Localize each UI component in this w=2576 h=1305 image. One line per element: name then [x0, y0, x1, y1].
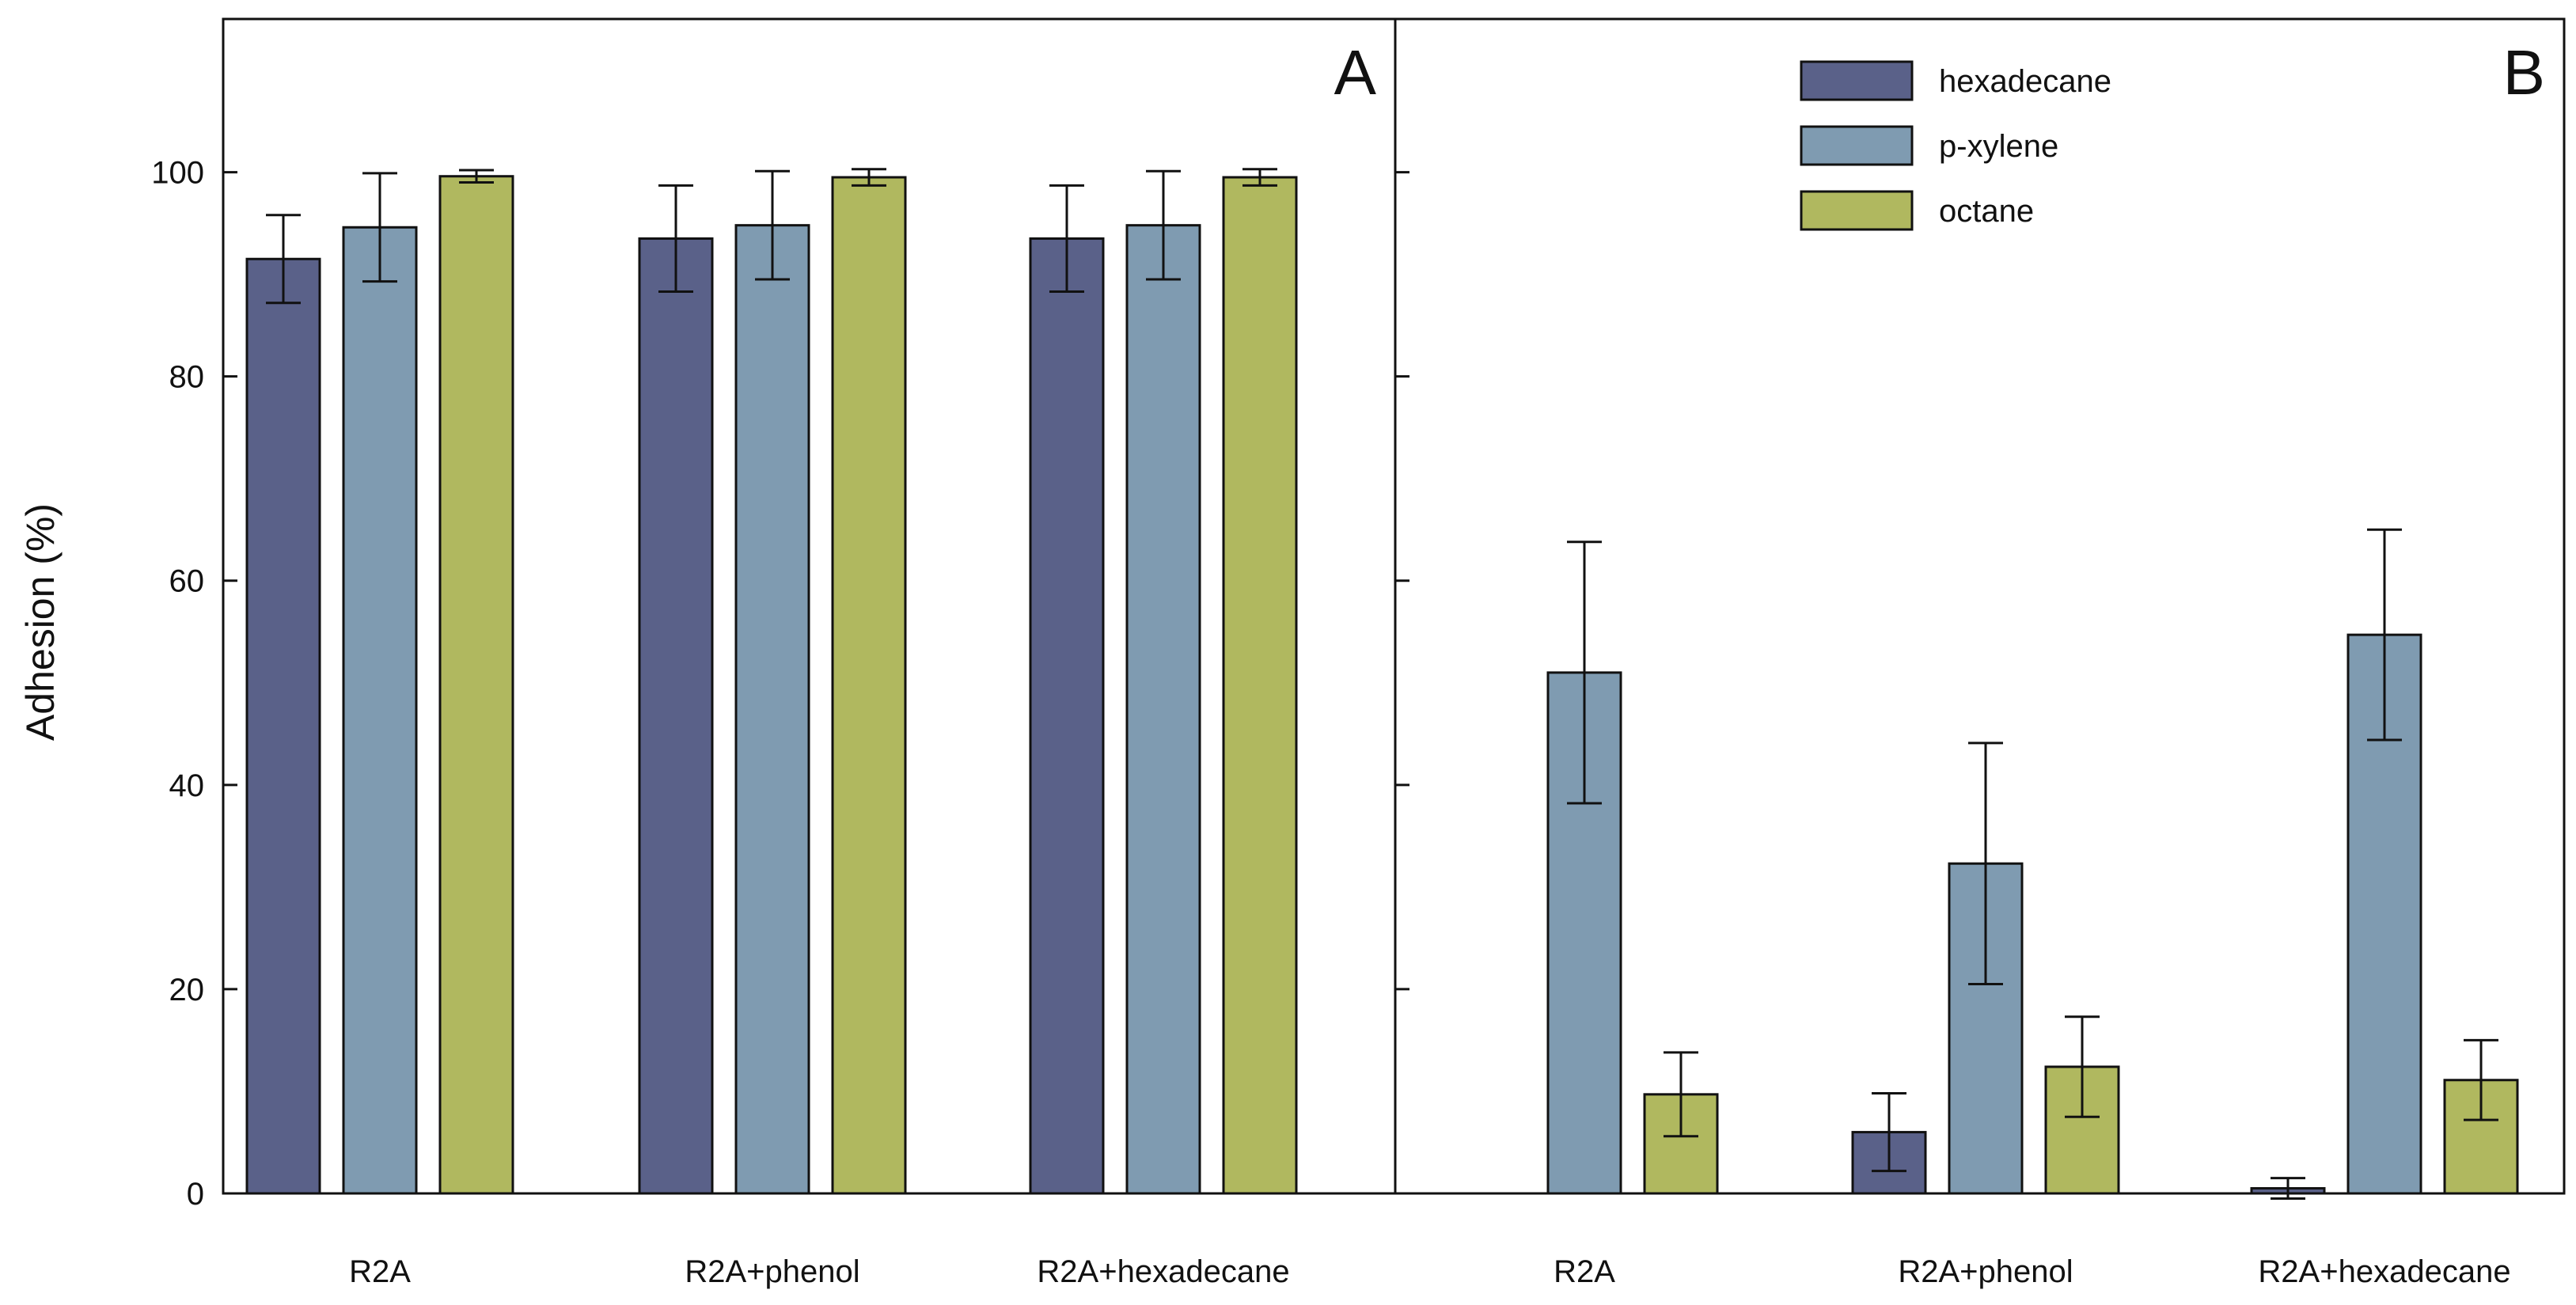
y-tick-label: 40: [169, 768, 205, 803]
bar: [245, 257, 321, 1195]
axes-layer: [222, 17, 2566, 1195]
bar: [734, 224, 810, 1195]
y-tick-label: 60: [169, 564, 205, 599]
bar: [638, 237, 714, 1195]
bar: [438, 175, 514, 1195]
error-bars-layer: [266, 168, 2498, 1200]
y-axis-title: Adhesion (%): [18, 503, 63, 741]
bar: [1125, 224, 1201, 1195]
category-label: R2A+hexadecane: [1037, 1254, 1289, 1289]
bar: [831, 176, 907, 1195]
y-tick-label: 80: [169, 360, 205, 395]
legend-swatch: [1800, 60, 1914, 101]
category-label: R2A: [349, 1254, 411, 1289]
text-layer: R2A R2A+phenol R2A+hexadecane 0 20 40 60 80 100 A…: [18, 37, 2545, 1289]
category-label: R2A+hexadecane: [2258, 1254, 2510, 1289]
plot-frame-B: [1394, 17, 2566, 1195]
legend-label: p-xylene: [1939, 129, 2058, 164]
legend-label: hexadecane: [1939, 64, 2111, 99]
panel-label: A: [1334, 37, 1377, 108]
panel-label: B: [2503, 37, 2545, 108]
y-tick-label: 0: [187, 1177, 204, 1212]
bar: [1029, 237, 1105, 1195]
legend: hexadecane p-xylene octane: [1800, 60, 2111, 231]
category-label: R2A: [1554, 1254, 1615, 1289]
y-tick-label: 20: [169, 973, 205, 1007]
bars-layer: [245, 175, 2519, 1195]
legend-label: octane: [1939, 194, 2034, 229]
legend-swatch: [1800, 190, 1914, 231]
category-label: R2A+phenol: [1898, 1254, 2073, 1289]
bar: [342, 226, 418, 1195]
legend-swatch: [1800, 125, 1914, 166]
category-label: R2A+phenol: [685, 1254, 859, 1289]
y-tick-label: 100: [151, 156, 204, 191]
bar: [1222, 176, 1298, 1195]
